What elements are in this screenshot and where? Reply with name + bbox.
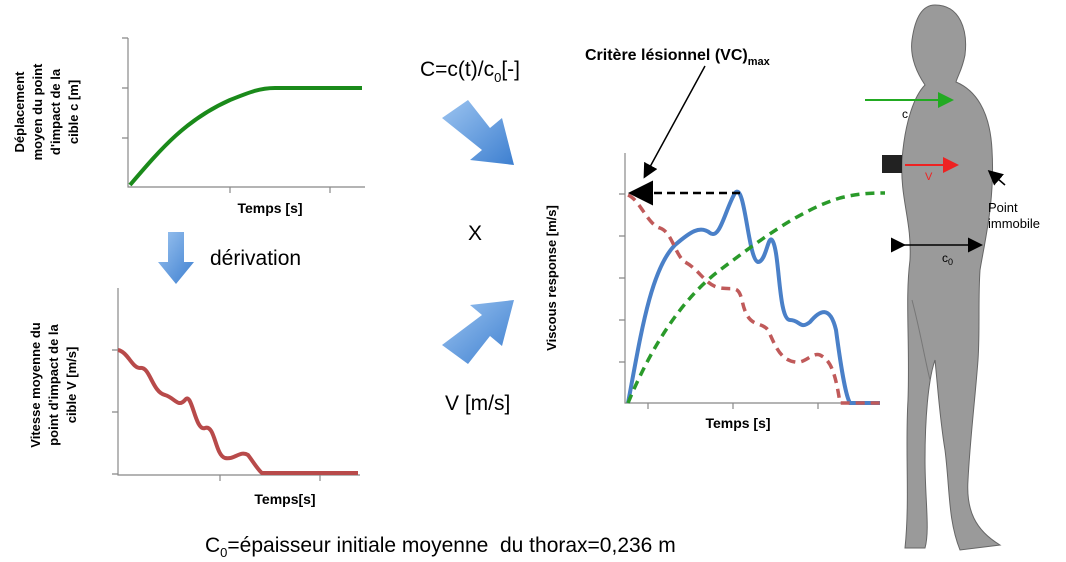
criterion-main: Critère lésionnel (VC) [585,47,748,64]
c0-label: c0 [942,251,953,267]
footer-sub: 0 [220,545,227,560]
v-label: V [925,171,933,183]
footer: C0=épaisseur initiale moyenne du thorax=… [205,534,676,560]
y-label-line: point d'impact de la [46,323,61,445]
y-label-line: Déplacement [12,71,27,153]
y-label-line: moyen du point [30,63,45,160]
formula-main: C=c(t)/c [420,58,494,81]
criterion-pointer [643,65,706,179]
body-figure: c V c0 Point immobile [865,4,1040,551]
y-label: Viscous response [m/s] [544,205,559,351]
axes [619,153,880,409]
point-label-line: Point [988,200,1018,215]
operator: X [468,222,482,245]
footer-main: C [205,534,220,557]
arm-line [911,299,931,381]
x-label: Temps [s] [705,415,770,431]
point-arrow [987,170,1006,186]
y-label-line: cible V [m/s] [64,347,79,424]
viscous-panel: Critère lésionnel (VC)max Viscous respon… [544,47,886,431]
point-label-line: immobile [988,216,1040,231]
footer-tail: =épaisseur initiale moyenne du thorax=0,… [227,534,675,557]
axes [112,288,360,481]
formula-tail: [-] [501,58,520,81]
c-label: c [902,107,908,121]
criterion: Critère lésionnel (VC)max [585,47,771,68]
velocity-panel: Vitesse moyenne du point d'impact de la … [28,288,360,507]
x-label: Temps[s] [254,491,315,507]
arrow-up-right [442,300,514,364]
criterion-sub: max [748,56,771,68]
y-label-line: d'impact de la [48,68,63,155]
velocity-input: V [m/s] [445,392,510,415]
displacement-panel: Déplacement moyen du point d'impact de l… [12,37,365,216]
y-label-line: Vitesse moyenne du [28,322,43,448]
down-arrow [158,232,194,284]
c0-sub: 0 [948,257,953,267]
viscous-curve [626,189,880,405]
silhouette [901,4,1002,551]
derivation-label: dérivation [210,247,301,270]
impactor [882,155,902,173]
formula: C=c(t)/c0[-] [420,58,520,85]
compression-curve [626,191,886,404]
damage-curve [627,193,880,405]
arrow-down-right [442,100,514,165]
x-label: Temps [s] [237,200,302,216]
axes [122,37,365,193]
displacement-curve [128,86,362,187]
y-label-line: cible c [m] [66,80,81,144]
c0-main: c [942,251,948,265]
formula-sub: 0 [494,70,501,85]
velocity-curve [117,348,358,475]
